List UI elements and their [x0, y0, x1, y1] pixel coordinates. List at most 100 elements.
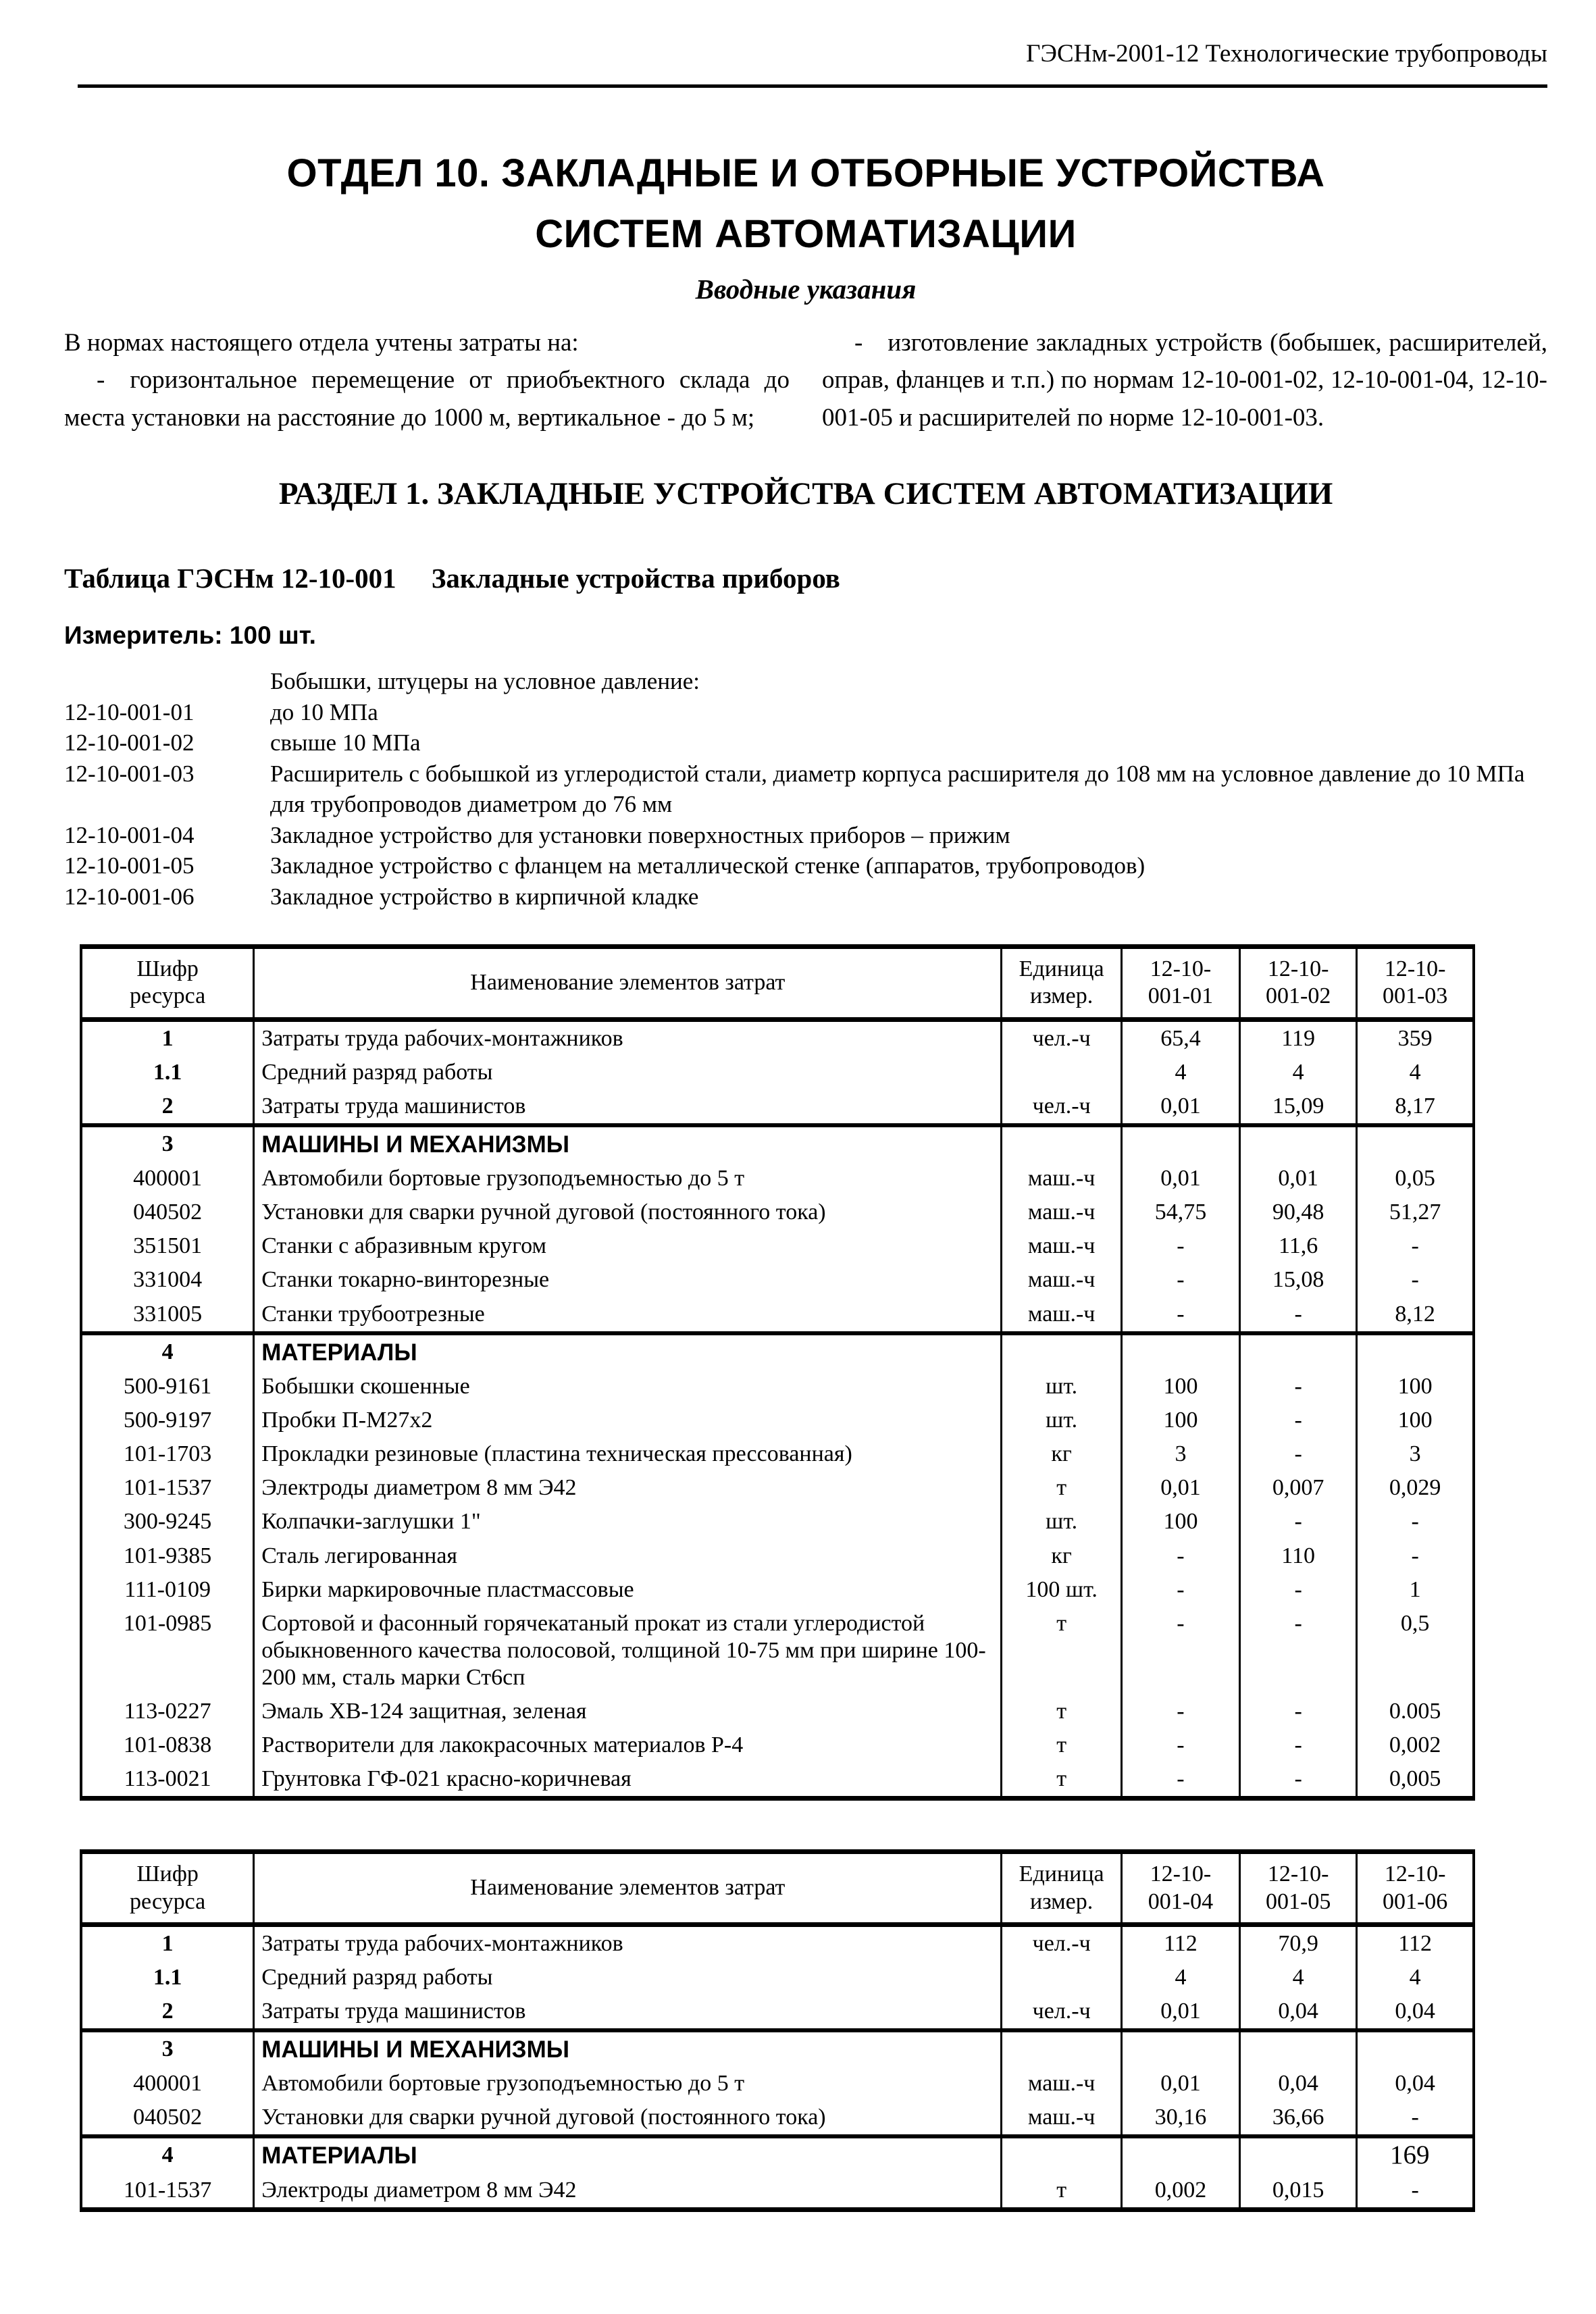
doc-title-line1: ОТДЕЛ 10. ЗАКЛАДНЫЕ И ОТБОРНЫЕ УСТРОЙСТВ… [286, 151, 1325, 195]
unit: маш.-ч [1000, 1162, 1122, 1196]
unit: т [1000, 1728, 1122, 1763]
table-row: 2 Затраты труда машинистов чел.-ч 0,01 0,04 0… [81, 1994, 1474, 2030]
value: - [1356, 1263, 1474, 1297]
cost-element-name: Затраты труда машинистов [253, 1089, 1002, 1125]
cost-table-001-01-03: Шифр ресурса Наименование элементов затра… [80, 944, 1475, 1801]
value: - [1356, 2101, 1474, 2137]
norm-item: 12-10-001-05 Закладное устройство с фланц… [64, 850, 1547, 881]
value: 0,005 [1356, 1762, 1474, 1799]
table-row: 1 Затраты труда рабочих-монтажников чел.-ч… [81, 1924, 1474, 1961]
unit: маш.-ч [1000, 1229, 1122, 1264]
norm-item: 12-10-001-02 свыше 10 МПа [64, 727, 1547, 759]
table-row: 101-0838 Растворители для лакокрасочных м… [81, 1728, 1474, 1763]
value [1356, 2028, 1474, 2067]
value: 15,08 [1239, 1263, 1357, 1297]
unit [1000, 1960, 1122, 1995]
cost-element-name: Бирки маркировочные пластмассовые [253, 1572, 1002, 1607]
unit: кг [1000, 1539, 1122, 1573]
cost-element-name: Электроды диаметром 8 мм Э42 [253, 1471, 1002, 1506]
table-row: 113-0021 Грунтовка ГФ-021 красно-коричнев… [81, 1762, 1474, 1799]
resource-code: 400001 [133, 1166, 203, 1191]
value: 11,6 [1239, 1229, 1357, 1264]
value: 15,09 [1239, 1089, 1357, 1125]
norm-item: 12-10-001-06 Закладное устройство в кирпи… [64, 881, 1547, 912]
value: - [1120, 1606, 1240, 1695]
unit: маш.-ч [1000, 1263, 1122, 1297]
table-row: 500-9161 Бобышки скошенные шт. 100-100 [81, 1369, 1474, 1404]
norm-item-code: 12-10-001-02 [64, 729, 195, 756]
value: 4 [1239, 1055, 1357, 1089]
header-row: Шифр ресурса Наименование элементов затра… [81, 946, 1474, 1022]
value: 4 [1239, 1960, 1357, 1995]
value: - [1120, 1762, 1240, 1799]
value: 100 [1356, 1369, 1474, 1404]
unit: 100 шт. [1000, 1572, 1122, 1607]
value: 112 [1356, 1924, 1474, 1961]
value: - [1239, 1606, 1357, 1695]
page-content: ГЭСНм-2001-12 Технологические трубопрово… [64, 0, 1547, 2212]
norm-item-text: Закладное устройство в кирпичной кладке [270, 883, 699, 910]
cost-element-name: Средний разряд работы [253, 1960, 1002, 1995]
value: 0,01 [1239, 1162, 1357, 1196]
table-row: 500-9197 Пробки П-М27х2 шт. 100-100 [81, 1404, 1474, 1438]
norm-item-code: 12-10-001-03 [64, 760, 195, 787]
column-header: Единица измер. [1000, 946, 1122, 1022]
doc-title-line2: СИСТЕМ АВТОМАТИЗАЦИИ [535, 211, 1077, 256]
value: - [1120, 1539, 1240, 1573]
cost-table-001-04-06: Шифр ресурса Наименование элементов затра… [80, 1849, 1475, 2212]
running-header: ГЭСНм-2001-12 Технологические трубопрово… [1026, 40, 1547, 68]
norm-item-text: свыше 10 МПа [270, 729, 421, 756]
unit: маш.-ч [1000, 2067, 1122, 2101]
resource-code: 101-9385 [123, 1543, 212, 1568]
page-number: 169 [1390, 2140, 1430, 2169]
value: 0,05 [1356, 1162, 1474, 1196]
unit: чел.-ч [1000, 1994, 1122, 2030]
column-header: Наименование элементов затрат [253, 946, 1002, 1022]
table-row: 3 МАШИНЫ И МЕХАНИЗМЫ [81, 1123, 1474, 1162]
resource-code: 2 [161, 1998, 174, 2024]
norm-item-text: Закладное устройство с фланцем на металл… [270, 852, 1145, 879]
section-heading: МАТЕРИАЛЫ [253, 2134, 1002, 2174]
unit: чел.-ч [1000, 1089, 1122, 1125]
cost-element-name: Эмаль ХВ-124 защитная, зеленая [253, 1695, 1002, 1729]
value: - [1239, 1572, 1357, 1607]
value: - [1239, 1297, 1357, 1333]
value: 0,04 [1356, 2067, 1474, 2101]
norm-item-code [64, 666, 270, 697]
value: 100 [1356, 1404, 1474, 1438]
value: - [1239, 1437, 1357, 1472]
resource-code: 1 [161, 1930, 174, 1956]
unit: т [1000, 1762, 1122, 1799]
cost-element-name: Бобышки скошенные [253, 1369, 1002, 1404]
cost-element-name: Затраты труда рабочих-монтажников [253, 1924, 1002, 1961]
value: 0,01 [1120, 1089, 1240, 1125]
column-header: 12-10- 001-01 [1120, 946, 1240, 1022]
value: 4 [1356, 1960, 1474, 1995]
resource-code: 111-0109 [124, 1576, 211, 1602]
column-header: 12-10- 001-05 [1239, 1851, 1357, 1927]
value [1356, 1331, 1474, 1370]
value: 0,002 [1356, 1728, 1474, 1763]
resource-code: 3 [81, 1123, 254, 1162]
value: 4 [1120, 1055, 1240, 1089]
intro-left-column: В нормах настоящего отдела учтены затрат… [64, 324, 790, 437]
value: 0,01 [1120, 2067, 1240, 2101]
resource-code: 1 [161, 1025, 174, 1051]
resource-code: 101-1703 [123, 1441, 212, 1467]
resource-code: 300-9245 [123, 1509, 212, 1535]
resource-code: 331005 [133, 1301, 203, 1327]
norm-item-text: Закладное устройство для установки повер… [270, 821, 1010, 848]
value: 119 [1239, 1019, 1357, 1056]
norm-items-list: Бобышки, штуцеры на условное давление: 12… [64, 666, 1547, 912]
cost-element-name: Затраты труда рабочих-монтажников [253, 1019, 1002, 1056]
cost-element-name: Установки для сварки ручной дуговой (пос… [253, 1195, 1002, 1230]
value: 0,04 [1239, 1994, 1357, 2030]
table-row: 300-9245 Колпачки-заглушки 1" шт. 100- - [81, 1505, 1474, 1539]
resource-code: 101-1537 [123, 1475, 212, 1501]
header-row: Шифр ресурса Наименование элементов затра… [81, 1851, 1474, 1927]
value [1239, 1123, 1357, 1162]
table-row: 113-0227 Эмаль ХВ-124 защитная, зеленая т -… [81, 1695, 1474, 1729]
column-header: Шифр ресурса [81, 1851, 254, 1927]
norm-item: Бобышки, штуцеры на условное давление: [64, 666, 1547, 697]
intro-right-column: - изготовление закладных устройств (бобы… [822, 324, 1547, 437]
